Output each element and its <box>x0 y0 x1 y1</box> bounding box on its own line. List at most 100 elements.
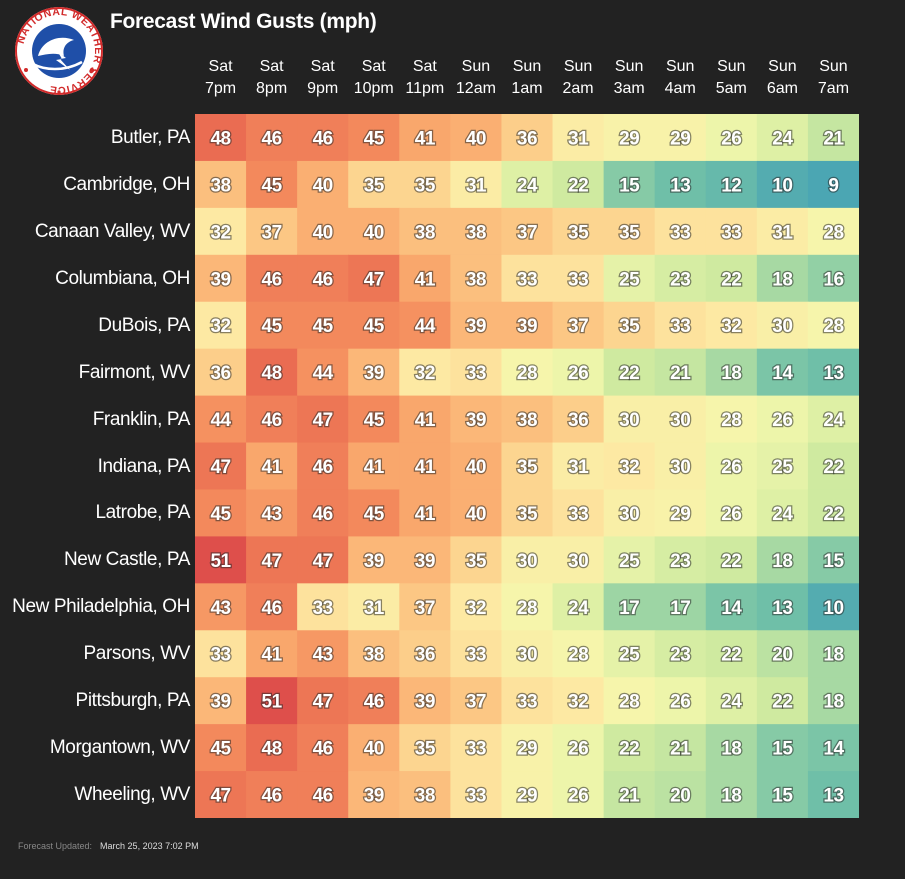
heatmap-cell <box>399 583 451 631</box>
column-header: Sun 1am <box>501 56 552 100</box>
column-header: Sun 6am <box>757 56 808 100</box>
heatmap-cell-value: 22 <box>772 692 792 713</box>
heatmap-cell-value: 46 <box>313 269 333 290</box>
heatmap-cell-value: 25 <box>619 269 640 290</box>
column-header: Sat 8pm <box>246 56 297 100</box>
row-label: Morgantown, WV <box>49 737 191 759</box>
heatmap-cell <box>756 114 809 162</box>
heatmap-cell <box>348 489 400 537</box>
heatmap-cell-value: 33 <box>466 786 486 807</box>
heatmap-cell <box>246 254 298 303</box>
heatmap-cell-value: 51 <box>262 692 283 713</box>
heatmap-cell-value: 28 <box>823 222 843 243</box>
heatmap-cell <box>552 489 605 537</box>
heatmap-cell <box>603 207 656 256</box>
heatmap-cell-value: 13 <box>823 786 843 807</box>
column-header-day: Sun <box>819 58 848 75</box>
heatmap-cell <box>399 724 451 772</box>
heatmap-cell <box>552 348 605 397</box>
heatmap-cell-value: 33 <box>721 222 741 243</box>
heatmap-cell <box>450 301 503 350</box>
column-header-day: Sun <box>614 58 644 75</box>
heatmap-cell <box>552 677 605 725</box>
heatmap-cell <box>654 489 707 537</box>
column-header: Sat 7pm <box>195 56 246 100</box>
heatmap-cell <box>399 536 451 584</box>
heatmap-cell <box>501 301 554 350</box>
heatmap-cell-value: 12 <box>721 175 741 196</box>
heatmap-cell-value: 14 <box>721 598 742 619</box>
heatmap-cell <box>705 583 758 631</box>
heatmap-cell <box>297 348 349 397</box>
heatmap-cell-value: 26 <box>721 128 741 149</box>
heatmap-cell <box>603 348 656 397</box>
logo-cloud <box>38 37 74 56</box>
heatmap-cell-value: 46 <box>313 739 333 760</box>
heatmap-cell <box>705 348 758 397</box>
column-header-day: Sun <box>461 58 491 75</box>
heatmap-cell <box>297 160 349 209</box>
footer-label: Forecast Updated: <box>18 841 93 851</box>
heatmap-cell-value: 26 <box>670 692 690 713</box>
heatmap-cell <box>297 442 349 491</box>
heatmap-cell <box>552 583 605 631</box>
heatmap-cell <box>501 395 554 444</box>
heatmap-cell-value: 21 <box>619 786 640 807</box>
heatmap-cell <box>603 489 656 537</box>
heatmap-cell-value: 22 <box>568 175 588 196</box>
heatmap-cell <box>705 630 758 678</box>
heatmap-cell-value: 38 <box>466 222 486 243</box>
heatmap-cell <box>348 724 400 772</box>
heatmap-cell <box>807 442 859 491</box>
heatmap-cell-value: 43 <box>313 645 333 666</box>
heatmap-cell-value: 33 <box>466 645 486 666</box>
heatmap-cell <box>501 348 554 397</box>
heatmap-cell-value: 30 <box>619 504 639 525</box>
heatmap-cell-value: 18 <box>721 786 741 807</box>
heatmap-cell <box>603 301 656 350</box>
column-header: Sat 9pm <box>297 56 348 100</box>
column-header-time: 12am <box>455 80 496 97</box>
heatmap-cell-value: 43 <box>210 598 230 619</box>
heatmap-cell <box>246 301 298 350</box>
column-header: Sun 4am <box>655 56 706 100</box>
heatmap-cell <box>603 771 656 818</box>
heatmap-cell-value: 44 <box>313 363 334 384</box>
heatmap-cell-value: 41 <box>415 269 436 290</box>
heatmap-cell <box>603 630 656 678</box>
heatmap-cell <box>246 771 298 818</box>
heatmap-grid: 48 46 46 45 41 40 36 31 29 29 26 24 21 38 45 40 35 35 31 24… <box>195 114 859 818</box>
heatmap-cell-value: 32 <box>568 692 588 713</box>
heatmap-cell-value: 40 <box>466 128 486 149</box>
heatmap-cell-value: 24 <box>772 504 793 525</box>
heatmap-cell-value: 35 <box>517 504 538 525</box>
column-header-day: Sat <box>208 58 233 75</box>
heatmap-cell <box>246 630 298 678</box>
heatmap-cell <box>501 489 554 537</box>
heatmap-cell-value: 21 <box>823 128 844 149</box>
heatmap-cell <box>348 395 400 444</box>
heatmap-cell-value: 38 <box>210 175 230 196</box>
heatmap-cell <box>195 114 247 162</box>
heatmap-cell-value: 9 <box>828 175 838 196</box>
column-header-day: Sun <box>512 58 542 75</box>
heatmap-cell <box>552 114 605 162</box>
heatmap-cell-value: 51 <box>210 551 231 572</box>
heatmap-cell <box>654 583 707 631</box>
heatmap-cell <box>348 583 400 631</box>
heatmap-cell <box>450 160 503 209</box>
heatmap-cell-value: 39 <box>210 269 230 290</box>
heatmap-cell <box>399 771 451 818</box>
heatmap-cell-value: 39 <box>466 410 486 431</box>
row-label: Wheeling, WV <box>74 784 190 806</box>
heatmap-cell <box>756 348 809 397</box>
heatmap-cell-value: 47 <box>262 551 282 572</box>
heatmap-cell-value: 24 <box>772 128 793 149</box>
heatmap-cell-value: 30 <box>670 457 690 478</box>
row-label: Franklin, PA <box>92 408 191 430</box>
heatmap-cell <box>705 442 758 491</box>
heatmap-cell <box>195 442 247 491</box>
heatmap-cell <box>297 489 349 537</box>
heatmap-cell-value: 39 <box>364 363 384 384</box>
heatmap-cell <box>552 160 605 209</box>
